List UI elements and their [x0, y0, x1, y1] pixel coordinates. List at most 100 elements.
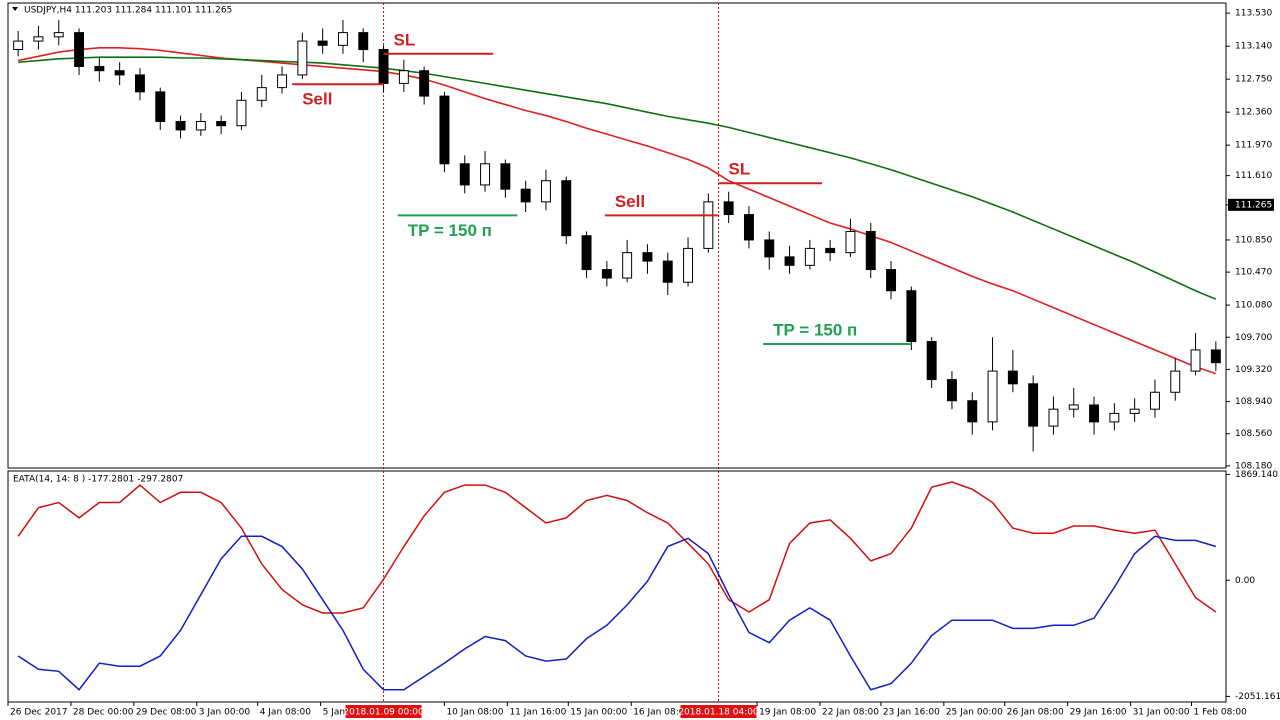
candle-body: [216, 120, 227, 127]
current-price-box: [1228, 198, 1274, 211]
x-tick-label: 29 Jan 16:00: [1070, 708, 1127, 718]
candle-body: [439, 95, 450, 165]
indicator-title: EATA(14, 14: 8 ) -177.2801 -297.2807: [13, 475, 183, 485]
candle-body: [53, 32, 64, 38]
candle-body: [683, 247, 694, 283]
candle-body: [1109, 412, 1120, 423]
x-tick-label: 10 Jan 08:00: [446, 708, 503, 718]
candle-body: [764, 239, 775, 258]
candle-body: [1170, 370, 1181, 393]
candle-body: [723, 201, 734, 216]
candle-body: [114, 70, 125, 76]
candle-body: [1028, 383, 1039, 427]
candle-body: [1048, 408, 1059, 427]
annotation-label: Sell: [302, 90, 332, 109]
candle-body: [845, 230, 856, 254]
y-tick-label: 112.360: [1235, 108, 1272, 118]
candle-body: [906, 290, 917, 342]
candle-body: [480, 163, 491, 186]
y-tick-label: 108.940: [1235, 397, 1272, 407]
x-tick-label: 31 Jan 00:00: [1133, 708, 1190, 718]
x-tick-label: 26 Jan 08:00: [1007, 708, 1064, 718]
price-panel-frame: [7, 2, 1227, 469]
annotation-label: SL: [729, 160, 751, 179]
y-tick-label: 113.140: [1235, 42, 1272, 52]
candle-body: [825, 247, 836, 254]
candle-body: [1210, 349, 1221, 364]
indicator-line: [17, 535, 1217, 691]
candle-body: [337, 32, 348, 46]
x-tick-label: 2018.01.18 04:00: [678, 708, 759, 718]
y-tick-label: 110.470: [1235, 268, 1272, 278]
y-tick-label: 112.750: [1235, 75, 1272, 85]
y-tick-label: 0.00: [1235, 576, 1255, 586]
candle-body: [784, 256, 795, 266]
y-tick-label: 109.700: [1235, 333, 1272, 343]
candle-body: [967, 400, 978, 423]
y-tick-label: 111.970: [1235, 141, 1272, 151]
candle-body: [256, 87, 267, 101]
candle-body: [398, 70, 409, 84]
candle-body: [33, 36, 44, 42]
moving-average: [17, 47, 1217, 375]
candle-body: [622, 252, 633, 279]
x-tick-label: 29 Dec 08:00: [136, 708, 197, 718]
annotation-label: SL: [394, 30, 416, 49]
candle-body: [13, 40, 24, 51]
candle-body: [94, 65, 105, 72]
candle-body: [195, 120, 206, 131]
candle-body: [642, 252, 653, 262]
price-title: USDJPY,H4 111.203 111.284 111.101 111.26…: [24, 6, 232, 16]
annotation-label: TP = 150 п: [773, 321, 857, 340]
candle-body: [175, 120, 186, 131]
candle-body: [419, 70, 430, 97]
candle-body: [74, 32, 85, 67]
x-tick-label: 22 Jan 08:00: [822, 708, 879, 718]
candle-body: [155, 91, 166, 122]
indicator-line: [17, 481, 1217, 614]
candle-body: [1007, 370, 1018, 385]
x-tick-label: 3 Jan 00:00: [199, 708, 251, 718]
date-marker-box: [345, 705, 422, 718]
candle-body: [804, 247, 815, 266]
candle-body: [987, 370, 998, 423]
candle-body: [926, 340, 937, 381]
annotation-label: Sell: [615, 192, 645, 211]
indicator-panel-frame: [7, 470, 1227, 703]
annotation-label: TP = 150 п: [408, 221, 492, 240]
y-tick-label: 111.610: [1235, 171, 1272, 181]
date-marker-box: [680, 705, 757, 718]
candle-body: [1149, 391, 1160, 410]
x-tick-label: 25 Jan 00:00: [946, 708, 1003, 718]
x-tick-label: 15 Jan 00:00: [570, 708, 627, 718]
x-tick-label: 23 Jan 16:00: [883, 708, 940, 718]
x-tick-label: 19 Jan 08:00: [759, 708, 816, 718]
candle-body: [459, 163, 470, 186]
candle-body: [743, 214, 754, 241]
y-tick-label: 108.180: [1235, 461, 1272, 471]
candle-body: [317, 40, 328, 46]
y-tick-label: 110.080: [1235, 301, 1272, 311]
candle-body: [561, 180, 572, 237]
candle-body: [662, 260, 673, 283]
x-tick-label: 26 Dec 2017: [10, 708, 68, 718]
x-tick-label: 28 Dec 00:00: [73, 708, 134, 718]
moving-average: [18, 56, 1217, 300]
x-tick-label: 11 Jan 16:00: [509, 708, 566, 718]
candle-body: [277, 74, 288, 89]
x-tick-label: 16 Jan 08:00: [633, 708, 690, 718]
candle-body: [540, 180, 551, 203]
candle-body: [1190, 349, 1201, 372]
candle-body: [378, 49, 389, 84]
candle-body: [520, 188, 531, 203]
y-tick-label: -2051.161: [1235, 692, 1280, 702]
candle-body: [1129, 408, 1140, 414]
candle-body: [1089, 404, 1100, 423]
candle-body: [865, 230, 876, 271]
candle-body: [297, 40, 308, 76]
y-tick-label: 109.320: [1235, 365, 1272, 375]
candle-body: [581, 235, 592, 271]
candle-body: [500, 163, 511, 190]
